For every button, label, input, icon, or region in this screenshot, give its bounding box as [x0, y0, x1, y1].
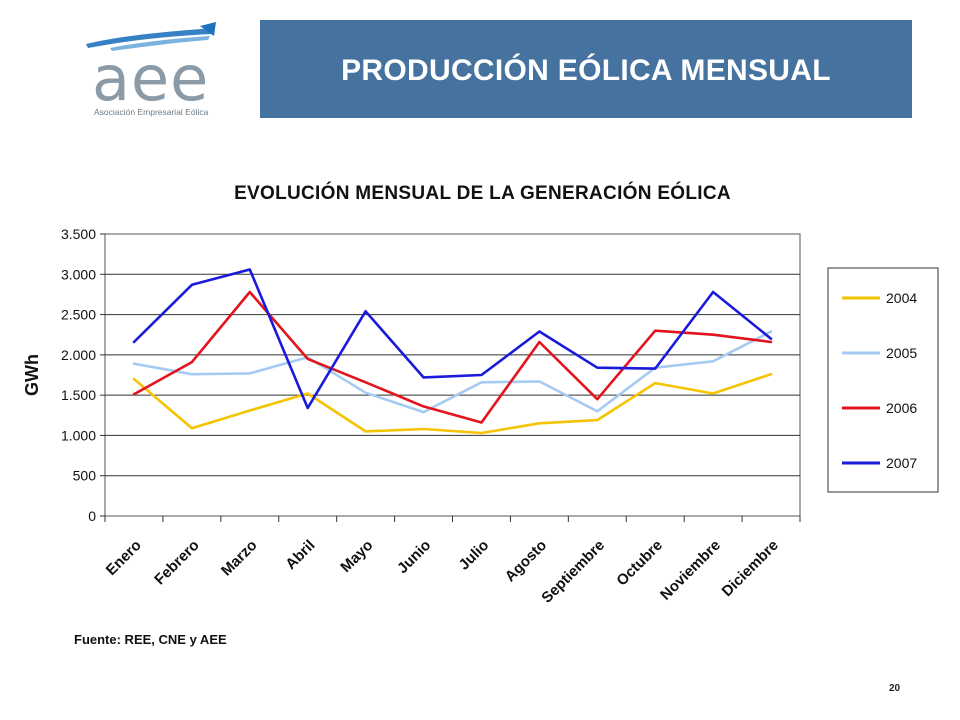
series-line-2007	[132, 268, 773, 410]
y-axis-label: GWh	[22, 354, 42, 396]
legend-label-2007: 2007	[886, 455, 917, 471]
y-tick-label: 2.000	[61, 347, 96, 363]
x-tick-label: Diciembre	[719, 537, 782, 600]
source-note: Fuente: REE, CNE y AEE	[74, 632, 227, 647]
logo-subtitle: Asociación Empresarial Eólica	[94, 107, 209, 117]
y-tick-label: 1.500	[61, 387, 96, 403]
x-tick-label: Enero	[103, 537, 145, 579]
series-line-2006	[132, 290, 773, 424]
y-tick-label: 1.000	[61, 427, 96, 443]
y-tick-label: 2.500	[61, 307, 96, 323]
y-tick-label: 0	[88, 508, 96, 524]
x-tick-label: Febrero	[151, 537, 203, 589]
y-tick-label: 3.500	[61, 226, 96, 242]
series-line-2005	[132, 330, 773, 414]
x-tick-label: Agosto	[502, 537, 551, 586]
x-tick-label: Junio	[394, 537, 434, 577]
x-tick-label: Julio	[456, 537, 493, 574]
series-line-2004	[132, 372, 773, 435]
aee-logo	[80, 20, 240, 120]
x-tick-label: Octubre	[613, 537, 666, 590]
legend-label-2005: 2005	[886, 345, 917, 361]
logo-text: aee	[92, 42, 210, 115]
legend-box	[827, 267, 939, 493]
x-tick-label: Noviembre	[657, 537, 724, 604]
page-number: 20	[889, 683, 901, 694]
x-tick-label: Abril	[282, 537, 318, 573]
x-tick-label: Marzo	[218, 537, 261, 580]
y-tick-label: 500	[73, 468, 97, 484]
y-tick-label: 3.000	[61, 266, 96, 282]
page-title: PRODUCCIÓN EÓLICA MENSUAL	[341, 54, 831, 87]
legend-label-2006: 2006	[886, 400, 917, 416]
x-tick-label: Septiembre	[538, 537, 608, 607]
header-bar: PRODUCCIÓN EÓLICA MENSUAL	[260, 20, 912, 118]
logo-swoosh-icon	[86, 22, 216, 51]
legend-label-2004: 2004	[886, 290, 917, 306]
chart-title: EVOLUCIÓN MENSUAL DE LA GENERACIÓN EÓLIC…	[234, 183, 731, 204]
x-tick-label: Mayo	[337, 537, 376, 576]
